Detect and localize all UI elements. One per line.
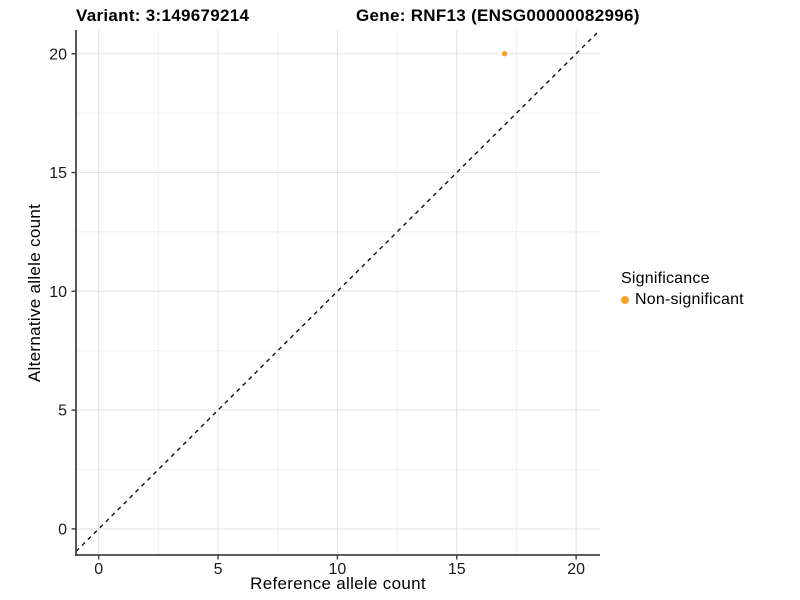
legend: Significance Non-significant (621, 270, 744, 309)
x-tick-label: 15 (448, 561, 466, 578)
legend-item-label: Non-significant (635, 291, 744, 308)
y-axis-title: Alternative allele count (25, 203, 44, 383)
x-axis-title: Reference allele count (250, 574, 426, 593)
x-tick-label: 20 (567, 561, 585, 578)
y-tick-label: 20 (49, 46, 67, 63)
plot-title-gene: Gene: RNF13 (ENSG00000082996) (356, 6, 640, 25)
x-tick-label: 5 (214, 561, 223, 578)
data-point (501, 51, 508, 57)
x-tick-label: 10 (329, 561, 347, 578)
identity-line (75, 29, 601, 552)
legend-item: Non-significant (621, 291, 744, 309)
x-tick-label: 0 (94, 561, 103, 578)
plot-title-variant: Variant: 3:149679214 (76, 6, 250, 25)
legend-title: Significance (621, 270, 710, 287)
y-tick-label: 15 (49, 165, 67, 182)
legend-point-icon (621, 296, 629, 304)
y-tick-label: 10 (49, 284, 67, 301)
y-tick-label: 5 (58, 403, 67, 420)
y-tick-label: 0 (58, 521, 67, 538)
